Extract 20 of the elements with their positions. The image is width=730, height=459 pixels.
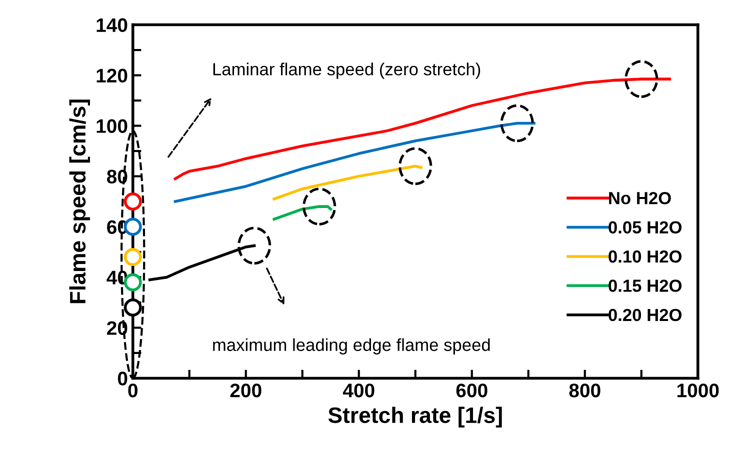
legend-label: 0.05 H2O: [608, 221, 682, 234]
legend-label: 0.15 H2O: [608, 280, 682, 292]
y-tick-label: 100: [96, 119, 128, 134]
y-tick-label: 120: [96, 68, 128, 83]
x-tick-label: 0: [128, 384, 138, 398]
annotation: Laminar flame speed (zero stretch): [213, 62, 480, 79]
x-axis-title: Stretch rate [1/s]: [328, 406, 502, 428]
x-tick-label: 600: [456, 384, 488, 398]
legend-label: No H2O: [609, 192, 671, 204]
annotation: maximum leading edge flame speed: [213, 338, 490, 354]
point: [238, 226, 272, 265]
legend-label: 0.10 H2O: [608, 250, 682, 263]
y-tick-label: 0: [118, 372, 128, 386]
legend-label: 0.20 H2O: [608, 308, 682, 322]
x-tick-label: 800: [569, 384, 600, 398]
y-tick-label: 140: [96, 18, 128, 32]
x-tick-label: 1000: [677, 384, 719, 398]
y-axis-title: Flame speed [cm/s]: [69, 100, 90, 304]
x-tick-label: 400: [342, 384, 374, 398]
x-tick-label: 200: [230, 384, 262, 398]
